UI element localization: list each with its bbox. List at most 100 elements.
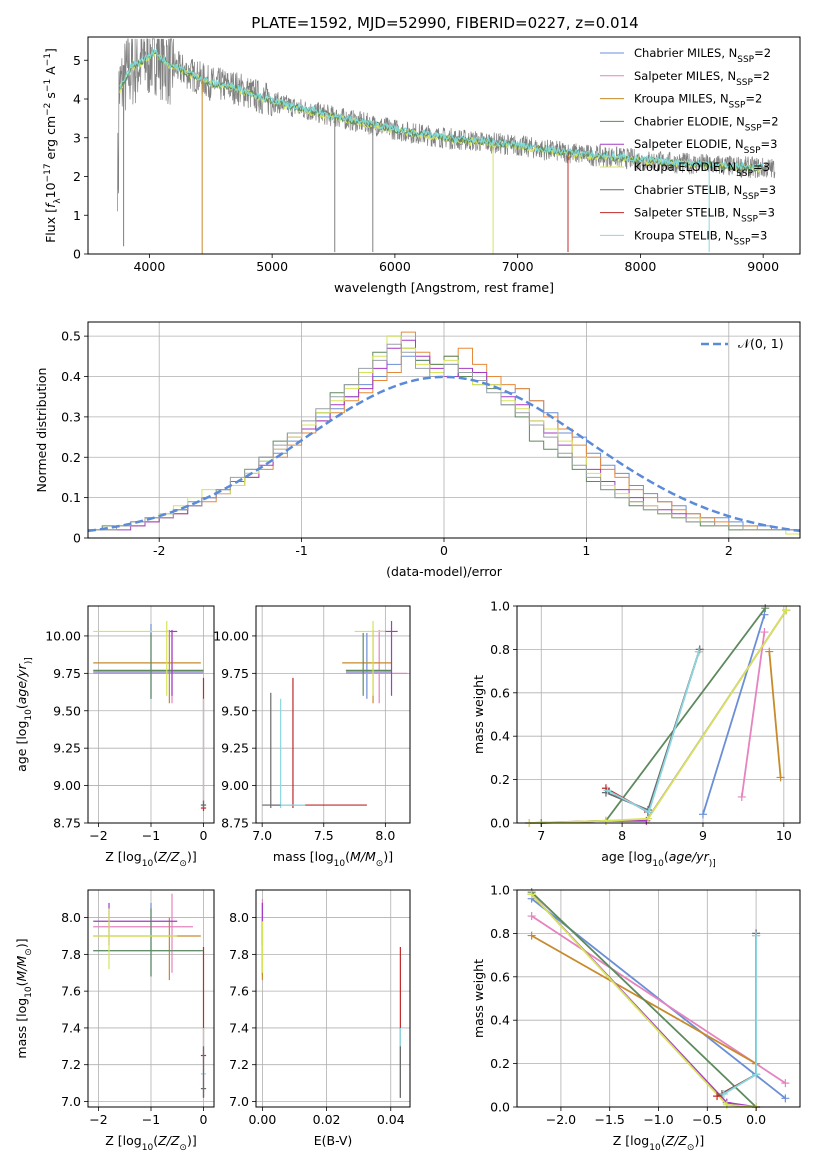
weight-vs-Z-marker-0-1	[781, 1094, 790, 1103]
legend-entry-4: Salpeter ELODIE, NSSP=3	[634, 137, 777, 156]
weight-vs-Z-xlabel: Z [log10(Z/Z⊙)]	[613, 1133, 704, 1153]
age-vs-Z-xtick-label-1: −1	[142, 828, 160, 843]
weight-vs-age-frame	[516, 605, 801, 824]
mass-vs-EBV-xtick-label-1: 0.02	[313, 1112, 341, 1127]
weight-vs-Z-ytick-label-0: 0.0	[490, 1100, 510, 1115]
spectrum-frame	[87, 36, 801, 255]
mass-vs-metallicity-panel: −2 −1 0 7.0 7.2 7.4 7.6 7.8 8.0 Z [log10(Z/Z⊙)] ma…	[14, 889, 215, 1153]
weight-vs-age-xtick-label-2: 9	[699, 828, 707, 843]
legend-entry-6: Chabrier STELIB, NSSP=3	[634, 183, 776, 202]
age-vs-mass-xlabel: mass [log10(M/M⊙)]	[273, 849, 393, 869]
age-vs-mass-frame	[255, 605, 411, 824]
residuals-ytick-label-5: 0.5	[61, 329, 81, 344]
residuals-xtick-label-1: -1	[295, 543, 307, 558]
mass-vs-EBV-xtick-label-2: 0.04	[377, 1112, 405, 1127]
mass-vs-EBV-xtick-label-0: 0.00	[248, 1112, 276, 1127]
weight-vs-Z-series-8	[719, 931, 761, 1098]
weight-vs-Z-xtick-label-0: −2.0	[546, 1112, 576, 1127]
age-vs-mass-errorbar-5	[354, 620, 386, 696]
weight-vs-age-marker-1-0	[737, 792, 746, 801]
residuals-xtick-label-0: -2	[153, 543, 165, 558]
age-vs-Z-xtick-label-0: −2	[89, 828, 107, 843]
legend-entry-1: Salpeter MILES, NSSP=2	[634, 69, 770, 88]
mass-vs-EBV-plot-area	[256, 890, 410, 1107]
weight-vs-age-ytick-label-4: 0.8	[490, 642, 510, 657]
weight-vs-Z-ytick-label-5: 1.0	[490, 883, 510, 898]
normal-reference-curve	[87, 375, 801, 533]
legend-entry-2: Kroupa MILES, NSSP=2	[634, 92, 762, 111]
weight-vs-age-marker-5-3	[782, 606, 791, 615]
residuals-xtick-label-2: 0	[440, 543, 448, 558]
spectrum-xtick-label-5: 9000	[747, 259, 779, 274]
weight-vs-age-ylabel: mass weight	[471, 675, 486, 754]
mass-vs-Z-ytick-label-2: 7.4	[61, 1020, 81, 1035]
mass-vs-Z-ytick-label-0: 7.0	[61, 1094, 81, 1109]
weight-vs-age-line-5	[529, 609, 788, 824]
age-vs-Z-xtick-label-2: 0	[200, 828, 208, 843]
spectrum-xlabel: wavelength [Angstrom, rest frame]	[334, 280, 554, 295]
spectrum-ytick-label-1: 1	[73, 208, 81, 223]
figure-title: PLATE=1592, MJD=52990, FIBERID=0227, z=0…	[251, 14, 638, 32]
mass-vs-Z-errorbar-5	[93, 908, 178, 970]
weight-vs-Z-xtick-label-3: −0.5	[692, 1112, 722, 1127]
weight-vs-age-line-1	[740, 631, 766, 798]
weight-vs-age-marker-8-0	[603, 786, 612, 795]
weight-vs-Z-marker-2-0	[527, 931, 536, 940]
weight-vs-age-marker-0-1	[760, 610, 769, 619]
weight-vs-age-marker-1-1	[760, 628, 769, 637]
age-vs-Z-ytick-label-4: 9.75	[53, 666, 81, 681]
age-vs-mass-errorbar-3	[345, 632, 392, 696]
residuals-ytick-label-1: 0.1	[61, 490, 81, 505]
weight-vs-Z-ylabel: mass weight	[471, 959, 486, 1038]
residuals-ytick-label-3: 0.3	[61, 409, 81, 424]
spectrum-ytick-label-0: 0	[73, 247, 81, 262]
weight-vs-Z-xtick-label-2: −1.0	[643, 1112, 673, 1127]
spectrum-legend: Chabrier MILES, NSSP=2 Salpeter MILES, NS…	[600, 46, 779, 247]
residuals-ytick-label-4: 0.4	[61, 369, 81, 384]
weight-vs-age-xtick-label-1: 8	[618, 828, 626, 843]
spectrum-xtick-label-0: 4000	[133, 259, 165, 274]
weight-vs-age-line-0	[702, 614, 766, 815]
spectrum-panel: 4000 5000 6000 7000 8000 9000 0 1 2 3 4 5 wavelength…	[43, 36, 801, 295]
weight-vs-Z-ytick-label-1: 0.2	[490, 1056, 510, 1071]
weight-vs-age-xtick-label-3: 10	[776, 828, 792, 843]
residuals-ytick-label-2: 0.2	[61, 450, 81, 465]
age-vs-mass-xtick-label-2: 8.0	[375, 828, 395, 843]
mass-vs-EBV-xlabel: E(B-V)	[314, 1133, 353, 1148]
mass-vs-Z-xtick-label-2: 0	[200, 1112, 208, 1127]
weight-vs-Z-marker-8-1	[752, 1070, 761, 1079]
normal-legend-label: 𝒩(0, 1)	[738, 336, 784, 351]
mass-vs-Z-ytick-label-5: 8.0	[61, 910, 81, 925]
age-vs-Z-ytick-label-1: 9.00	[53, 778, 81, 793]
weight-vs-age-ytick-label-0: 0.0	[490, 816, 510, 831]
mass-vs-EBV-ytick-label-5: 8.0	[229, 910, 249, 925]
weight-vs-age-marker-8-2	[694, 647, 703, 656]
weight-vs-Z-marker-6-0	[713, 1092, 722, 1101]
weight-vs-age-line-2	[768, 651, 782, 778]
legend-entry-5: Kroupa ELODIE, NSSP=3	[634, 160, 770, 179]
weight-vs-Z-ytick-label-3: 0.6	[490, 969, 510, 984]
weight-vs-age-series-2	[765, 647, 785, 782]
mass-vs-Z-errorbar-8	[200, 1046, 207, 1098]
weight-vs-age-xtick-label-0: 7	[537, 828, 545, 843]
residuals-xtick-label-3: 1	[582, 543, 590, 558]
legend-entry-3: Chabrier ELODIE, NSSP=2	[634, 114, 779, 133]
residuals-ytick-label-0: 0	[73, 531, 81, 546]
weight-vs-Z-ytick-label-2: 0.4	[490, 1013, 510, 1028]
age-vs-Z-ytick-label-3: 9.50	[53, 703, 81, 718]
mass-vs-EBV-ytick-label-2: 7.4	[229, 1020, 249, 1035]
weight-vs-Z-marker-5-0	[527, 890, 536, 899]
residuals-xtick-label-4: 2	[725, 543, 733, 558]
weight-vs-Z-ytick-label-4: 0.8	[490, 926, 510, 941]
age-vs-Z-ylabel: age [log10(age/yr)]	[14, 657, 34, 772]
weight-vs-age-marker-2-0	[765, 647, 774, 656]
weight-vs-Z-marker-8-2	[752, 931, 761, 940]
age-vs-mass-ytick-label-2: 9.25	[221, 741, 249, 756]
weight-vs-age-marker-8-1	[644, 808, 653, 817]
age-vs-Z-xlabel: Z [log10(Z/Z⊙)]	[105, 849, 196, 869]
mass-vs-Z-xtick-label-1: −1	[142, 1112, 160, 1127]
weight-vs-age-marker-0-0	[698, 810, 707, 819]
mass-vs-Z-ytick-label-1: 7.2	[61, 1057, 81, 1072]
weight-vs-Z-marker-8-0	[719, 1089, 728, 1098]
weight-vs-Z-marker-1-1	[781, 1079, 790, 1088]
